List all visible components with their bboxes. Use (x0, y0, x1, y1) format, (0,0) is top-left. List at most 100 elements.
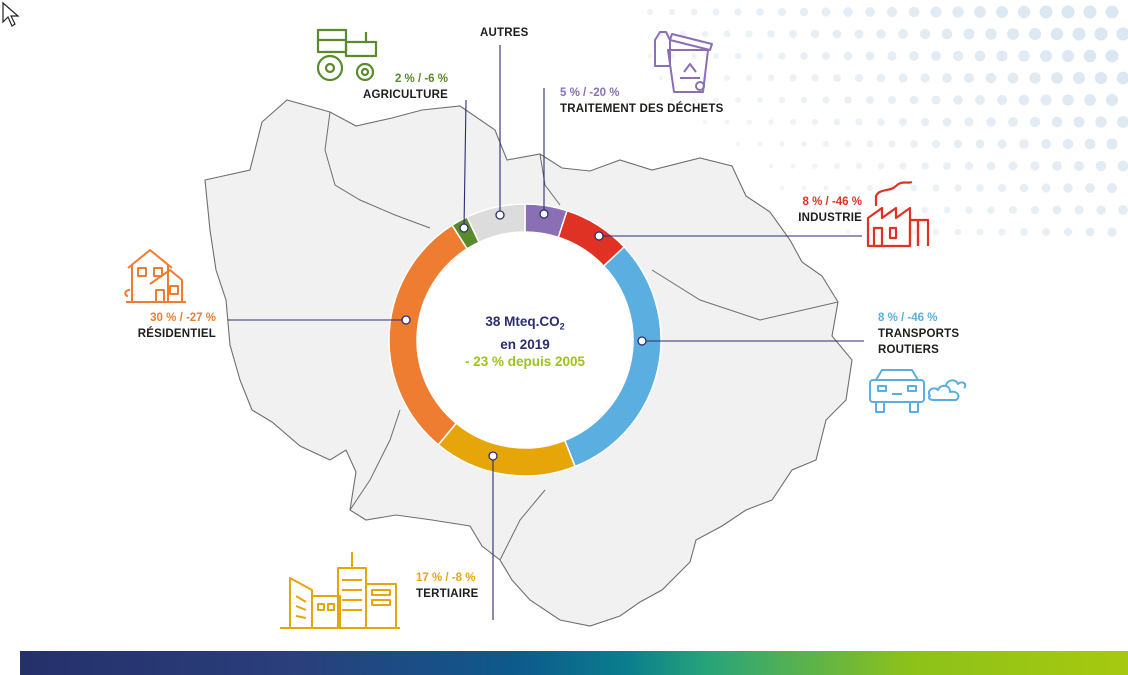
decorative-dot (1072, 27, 1086, 41)
decorative-dot (647, 53, 653, 59)
decorative-dot (911, 229, 917, 235)
label-dechets: 5 % / -20 % TRAITEMENT DES DÉCHETS (560, 85, 724, 117)
decorative-dot (1051, 72, 1063, 84)
marker-transports (637, 336, 647, 346)
decorative-dot (756, 52, 764, 60)
label-transports: 8 % / -46 % TRANSPORTS ROUTIERS (878, 310, 959, 358)
decorative-dot-pattern (647, 5, 1128, 237)
transports-name-line1: TRANSPORTS (878, 328, 960, 340)
decorative-dot (996, 94, 1008, 106)
decorative-dot (779, 185, 785, 191)
decorative-dot (998, 228, 1006, 236)
decorative-dot (800, 52, 808, 60)
decorative-dot (691, 53, 697, 59)
decorative-dot (690, 8, 698, 16)
decorative-dot (974, 6, 986, 18)
decorative-dot (757, 97, 763, 103)
decorative-dot (909, 95, 919, 105)
decorative-dot (876, 29, 886, 39)
tertiaire-name: TERTIAIRE (416, 588, 479, 600)
decorative-dot (1029, 116, 1041, 128)
industrie-name: INDUSTRIE (798, 212, 862, 224)
decorative-dot (1051, 116, 1063, 128)
tractor-icon (316, 28, 378, 82)
decorative-dot (745, 74, 753, 82)
decorative-dot (745, 30, 753, 38)
decorative-dot (845, 185, 851, 191)
decorative-dot (1116, 71, 1128, 85)
decorative-dot (691, 97, 697, 103)
decorative-dot (799, 7, 809, 17)
decorative-dot (833, 74, 841, 82)
residentiel-name: RÉSIDENTIEL (137, 328, 216, 340)
total-emissions-text: 38 Mteq.CO (485, 314, 560, 329)
decorative-dot (866, 96, 874, 104)
office-building-icon (280, 552, 400, 629)
decorative-dot (1052, 205, 1062, 215)
total-emissions: 38 Mteq.CO2 (445, 313, 605, 336)
decorative-dot (910, 140, 918, 148)
decorative-dot (790, 163, 796, 169)
decorative-dot (865, 51, 875, 61)
decorative-dot (1041, 227, 1051, 237)
decorative-dot (1063, 227, 1073, 237)
decorative-dot (986, 161, 996, 171)
decorative-dot (963, 28, 975, 40)
decorative-dot (834, 163, 840, 169)
leader-lines (228, 45, 864, 620)
decorative-dot (1050, 27, 1064, 41)
donut-center-summary: 38 Mteq.CO2 en 2019 - 23 % depuis 2005 (445, 313, 605, 370)
decorative-dot (756, 8, 764, 16)
decorative-dot (887, 95, 897, 105)
tertiaire-pct: 17 % / -8 % (416, 572, 476, 584)
decorative-dot (789, 118, 797, 126)
decorative-dot (1008, 117, 1018, 127)
marker-autres (495, 210, 505, 220)
decorative-dot (777, 7, 787, 17)
decorative-dot (908, 6, 920, 18)
decorative-dot (647, 9, 653, 15)
decorative-dot (713, 97, 719, 103)
decorative-dot (899, 118, 907, 126)
decorative-dot (821, 7, 831, 17)
decorative-dot (932, 184, 940, 192)
car-icon (869, 369, 967, 413)
decorative-dot (811, 74, 819, 82)
department-border (324, 111, 431, 229)
co2-subscript: 2 (559, 321, 565, 332)
marker-agriculture (459, 223, 469, 233)
decorative-dot (1105, 49, 1119, 63)
decorative-dot (855, 118, 863, 126)
decorative-dot (985, 28, 997, 40)
decorative-dot (1008, 161, 1018, 171)
decorative-dot (1039, 5, 1053, 19)
transports-pct: 8 % / -46 % (878, 312, 938, 324)
bottom-gradient-bar (20, 651, 1128, 675)
decorative-dot (964, 117, 974, 127)
decorative-dot (1041, 183, 1051, 193)
decorative-dot (1018, 94, 1030, 106)
decorative-dot (789, 30, 797, 38)
decorative-dot (1019, 183, 1029, 193)
decorative-dot (1061, 5, 1075, 19)
decorative-dot (1095, 116, 1107, 128)
decorative-dot (812, 163, 818, 169)
decorative-dot (834, 207, 840, 213)
decorative-dot (898, 29, 908, 39)
decorative-dot (1117, 116, 1128, 128)
decorative-dot (952, 6, 964, 18)
decorative-dot (811, 118, 819, 126)
decorative-dot (985, 72, 997, 84)
decorative-dot (963, 72, 975, 84)
decorative-dot (1040, 94, 1052, 106)
decorative-dot (888, 140, 896, 148)
decorative-dot (801, 185, 807, 191)
decorative-dot (931, 51, 941, 61)
decorative-dot (1094, 71, 1108, 85)
decorative-dot (942, 73, 952, 83)
decorative-dot (1074, 205, 1084, 215)
industrie-pct: 8 % / -46 % (802, 196, 862, 208)
decorative-dot (953, 139, 963, 149)
decorative-dot (1073, 160, 1085, 172)
decorative-dot (767, 74, 775, 82)
